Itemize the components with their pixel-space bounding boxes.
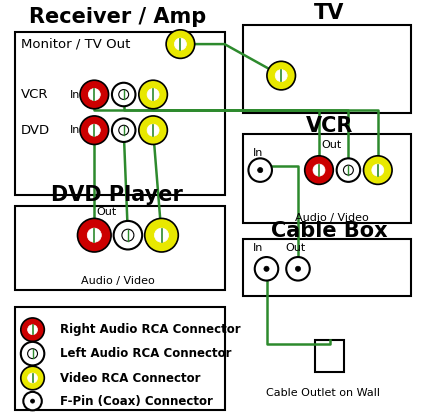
Text: VCR: VCR (21, 88, 48, 101)
Circle shape (248, 158, 272, 182)
Text: Audio / Video: Audio / Video (80, 276, 154, 286)
Text: Monitor / TV Out: Monitor / TV Out (21, 38, 130, 50)
Circle shape (337, 158, 360, 182)
Circle shape (166, 30, 195, 58)
FancyBboxPatch shape (15, 206, 225, 290)
Text: DVD: DVD (21, 124, 50, 136)
Circle shape (267, 61, 295, 90)
Circle shape (30, 399, 35, 403)
FancyBboxPatch shape (244, 25, 411, 113)
Circle shape (112, 118, 135, 142)
Text: VCR: VCR (306, 116, 353, 136)
Circle shape (295, 266, 300, 271)
Circle shape (23, 392, 42, 410)
FancyBboxPatch shape (15, 32, 225, 195)
Circle shape (21, 318, 45, 341)
Circle shape (372, 164, 384, 176)
Text: DVD Player: DVD Player (51, 185, 183, 205)
Circle shape (343, 165, 354, 175)
FancyBboxPatch shape (315, 340, 344, 372)
Text: In: In (253, 243, 263, 253)
Text: Audio / Video: Audio / Video (295, 213, 369, 223)
Text: Left Audio RCA Connector: Left Audio RCA Connector (60, 347, 232, 360)
Circle shape (147, 89, 159, 100)
Text: Receiver / Amp: Receiver / Amp (29, 7, 206, 27)
Text: F-Pin (Coax) Connector: F-Pin (Coax) Connector (60, 395, 213, 407)
Circle shape (255, 257, 278, 281)
Circle shape (147, 124, 159, 136)
Circle shape (119, 125, 129, 135)
Circle shape (28, 325, 38, 335)
Text: In: In (253, 148, 263, 158)
Circle shape (88, 124, 100, 136)
FancyBboxPatch shape (244, 134, 411, 223)
Circle shape (286, 257, 310, 281)
Circle shape (80, 116, 109, 144)
Circle shape (28, 373, 38, 383)
Text: Right Audio RCA Connector: Right Audio RCA Connector (60, 323, 241, 336)
Text: Out: Out (321, 140, 342, 150)
Circle shape (155, 228, 169, 242)
Circle shape (139, 116, 167, 144)
Circle shape (113, 221, 142, 249)
Text: Video RCA Connector: Video RCA Connector (60, 372, 200, 384)
Text: Cable Outlet on Wall: Cable Outlet on Wall (266, 388, 380, 398)
Circle shape (88, 89, 100, 100)
Text: In: In (70, 89, 81, 100)
Circle shape (363, 156, 392, 184)
Circle shape (87, 228, 101, 242)
Text: Out: Out (286, 243, 306, 253)
Circle shape (139, 80, 167, 109)
Circle shape (21, 366, 45, 390)
Circle shape (174, 38, 187, 50)
Circle shape (28, 349, 38, 359)
Circle shape (305, 156, 333, 184)
Circle shape (145, 218, 178, 252)
Circle shape (21, 342, 45, 365)
Circle shape (112, 83, 135, 106)
Circle shape (80, 80, 109, 109)
Text: Cable Box: Cable Box (271, 221, 388, 241)
Text: Out: Out (97, 207, 117, 217)
FancyBboxPatch shape (244, 239, 411, 296)
Circle shape (122, 229, 134, 241)
Circle shape (119, 89, 129, 100)
FancyBboxPatch shape (15, 307, 225, 409)
Text: In: In (70, 125, 81, 135)
Circle shape (264, 266, 269, 271)
Circle shape (258, 168, 263, 173)
Circle shape (313, 164, 325, 176)
Circle shape (77, 218, 111, 252)
Circle shape (275, 70, 287, 81)
Text: TV: TV (314, 3, 345, 23)
